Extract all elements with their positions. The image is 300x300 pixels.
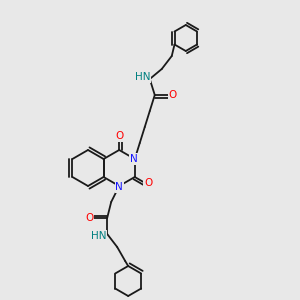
- Text: O: O: [115, 131, 123, 141]
- Text: HN: HN: [135, 72, 151, 82]
- Text: HN: HN: [92, 231, 107, 241]
- Text: O: O: [85, 213, 93, 223]
- Text: O: O: [169, 90, 177, 100]
- Text: N: N: [130, 154, 138, 164]
- Text: O: O: [144, 178, 152, 188]
- Text: N: N: [115, 182, 123, 192]
